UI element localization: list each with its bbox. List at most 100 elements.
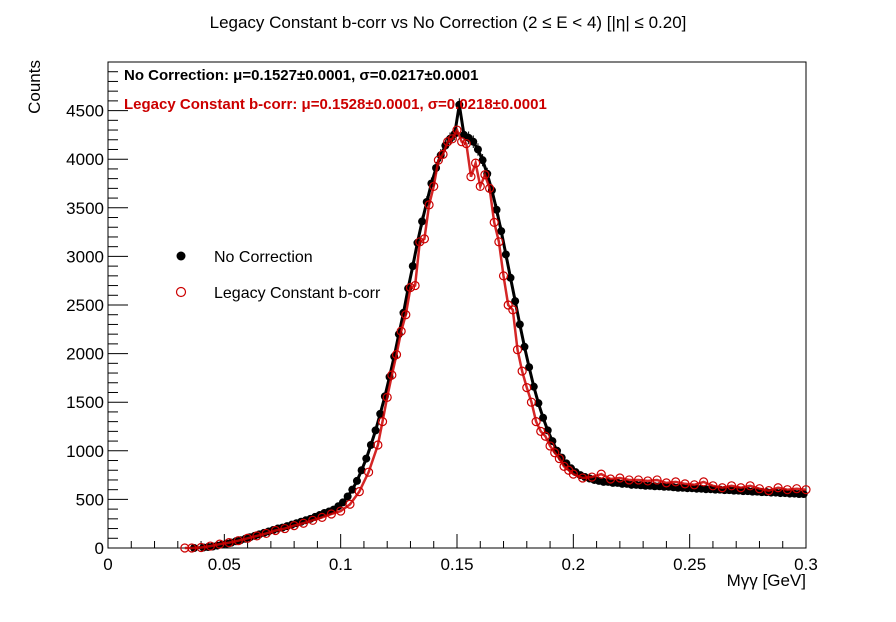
legacy-point (522, 383, 532, 393)
legacy-point (475, 181, 485, 192)
y-tick-label: 500 (76, 490, 104, 509)
no-correction-point (515, 320, 524, 329)
no-correction-point (539, 413, 548, 422)
legacy-point (652, 475, 662, 485)
axes: 0 0.05 0.1 0.15 0.2 0.25 0.3 0 500 1000 1500 2000 25… (66, 71, 818, 574)
legacy-fit-curve (184, 127, 807, 550)
fit-annotations: No Correction: μ=0.1527±0.0001, σ=0.0217… (124, 67, 547, 113)
no-correction-point (473, 145, 482, 154)
legacy-point (377, 417, 388, 427)
legacy-point (484, 183, 495, 193)
y-tick-label: 2000 (66, 345, 104, 364)
no-correction-point (492, 205, 501, 214)
legacy-point (252, 531, 262, 541)
y-tick-label: 4000 (66, 150, 104, 169)
legacy-point (308, 515, 318, 525)
legacy-point (615, 473, 625, 483)
no-correction-point (529, 382, 538, 391)
legacy-point (419, 234, 430, 244)
legacy-point (489, 217, 499, 227)
legend-marker-no-correction (176, 251, 186, 261)
legacy-point (526, 397, 537, 407)
legacy-point (717, 483, 727, 493)
legacy-point (494, 237, 504, 247)
legacy-point (345, 499, 355, 509)
y-tick-label: 1000 (66, 442, 104, 461)
legacy-point (387, 370, 397, 380)
x-tick-label: 0.05 (208, 555, 241, 574)
legacy-point (205, 541, 215, 551)
no-correction-point (408, 262, 417, 271)
legacy-point (410, 280, 420, 291)
no-correction-point (506, 273, 515, 282)
legacy-point (801, 485, 811, 495)
y-tick-label: 3500 (66, 199, 104, 218)
legacy-point (689, 480, 699, 490)
legacy-point (354, 487, 364, 497)
chart-marks (180, 98, 811, 553)
no-correction-point (348, 485, 357, 494)
legacy-point (429, 181, 439, 192)
legacy-point (633, 475, 644, 485)
legacy-point (391, 349, 402, 360)
legacy-point (680, 479, 690, 489)
legacy-point (401, 310, 411, 320)
legacy-point (180, 543, 190, 553)
legacy-point (447, 134, 457, 144)
legacy-point (415, 237, 425, 247)
legacy-point (578, 473, 588, 483)
no-correction-point (799, 490, 808, 499)
legacy-point (754, 484, 765, 494)
legacy-point (233, 536, 243, 546)
legacy-point (187, 543, 197, 553)
legacy-point (261, 528, 271, 539)
legacy-point (298, 518, 309, 528)
legacy-point (498, 271, 509, 281)
no-correction-point (455, 100, 464, 109)
x-tick-label: 0.3 (794, 555, 818, 574)
no-correction-point (469, 137, 478, 146)
legacy-point (243, 533, 253, 543)
legacy-point (745, 481, 755, 491)
legacy-point (554, 453, 564, 464)
chart-title: Legacy Constant b-corr vs No Correction … (210, 13, 687, 32)
legacy-point (661, 478, 672, 488)
fit-label-legacy: Legacy Constant b-corr: μ=0.1528±0.0001,… (124, 96, 547, 113)
legacy-point (289, 521, 299, 531)
y-axis-label: Counts (25, 60, 44, 114)
no-correction-point (366, 440, 375, 449)
legacy-point (699, 477, 709, 487)
legacy-point (512, 345, 523, 355)
legacy-point (196, 542, 206, 553)
legacy-point (424, 200, 434, 210)
legacy-point (396, 326, 406, 336)
legacy-point (708, 481, 718, 491)
legacy-point (782, 485, 792, 495)
no-correction-point (352, 476, 361, 485)
legacy-point (726, 481, 737, 491)
y-tick-label: 4500 (66, 102, 104, 121)
legacy-point (596, 469, 606, 479)
y-tick-label: 0 (95, 539, 104, 558)
legacy-point (405, 282, 416, 293)
legacy-point (531, 417, 541, 427)
y-tick-label: 1500 (66, 393, 104, 412)
no-correction-point (520, 342, 529, 351)
legacy-point (382, 392, 392, 402)
no-correction-point (376, 409, 385, 418)
chart-legend: No Correction Legacy Constant b-corr (175, 249, 381, 302)
x-tick-label: 0 (103, 555, 112, 574)
x-tick-label: 0.1 (329, 555, 353, 574)
legacy-point (215, 539, 225, 549)
x-tick-label: 0.2 (562, 555, 586, 574)
x-tick-label: 0.15 (440, 555, 473, 574)
legacy-point (550, 448, 560, 458)
legacy-point (317, 512, 327, 522)
x-tick-label: 0.25 (673, 555, 706, 574)
no-correction-point (418, 217, 427, 226)
legend-label-legacy: Legacy Constant b-corr (214, 285, 381, 302)
no-correction-point (534, 399, 543, 408)
legacy-point (443, 137, 453, 147)
legacy-point (792, 484, 802, 494)
